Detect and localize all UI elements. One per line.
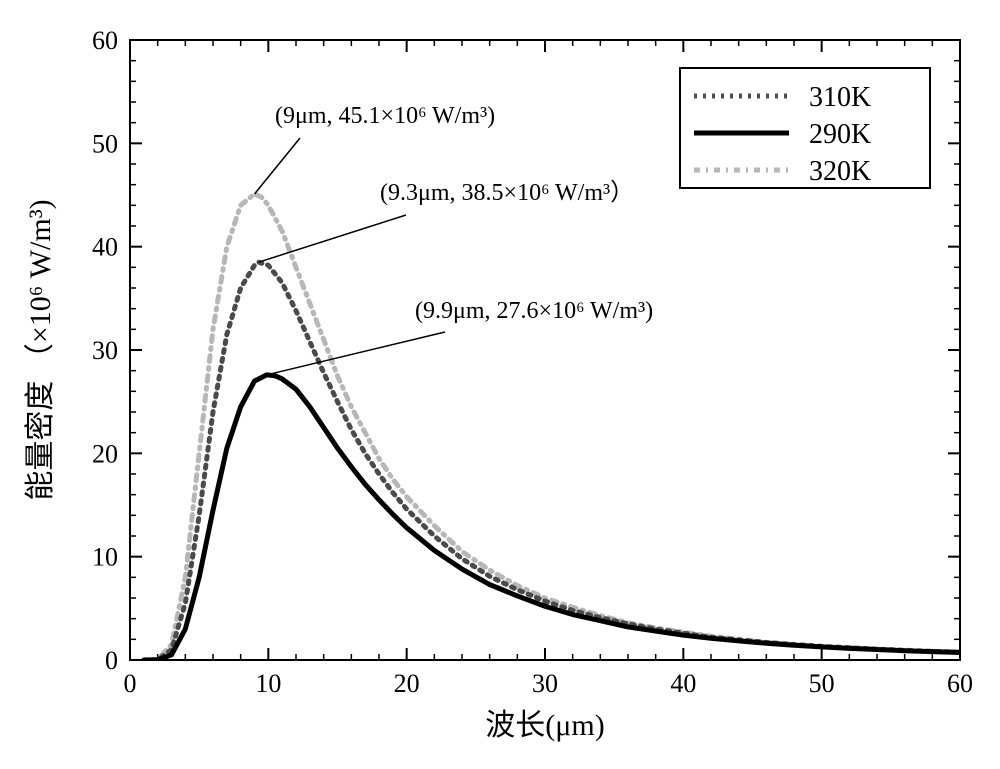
x-tick-label: 40 bbox=[670, 669, 696, 698]
x-tick-label: 10 bbox=[255, 669, 281, 698]
x-tick-label: 20 bbox=[394, 669, 420, 698]
x-tick-label: 0 bbox=[124, 669, 137, 698]
x-axis-label: 波长(μm) bbox=[485, 709, 604, 742]
x-tick-label: 50 bbox=[809, 669, 835, 698]
annotation-text-2: (9.9μm, 27.6×10⁶ W/m³) bbox=[415, 298, 653, 324]
legend-label-290K: 290K bbox=[809, 119, 871, 150]
y-tick-label: 40 bbox=[92, 233, 118, 262]
legend: 310K 290K 320K bbox=[680, 68, 930, 188]
chart-svg: 0 10 20 30 40 50 60 0 10 20 30 40 50 60 (9μm, 45.1×10⁶… bbox=[0, 0, 1000, 769]
blackbody-radiation-chart: 0 10 20 30 40 50 60 0 10 20 30 40 50 60 (9μm, 45.1×10⁶… bbox=[0, 0, 1000, 769]
y-tick-label: 20 bbox=[92, 439, 118, 468]
y-tick-label: 0 bbox=[105, 646, 118, 675]
legend-label-320K: 320K bbox=[809, 156, 871, 187]
y-tick-label: 30 bbox=[92, 336, 118, 365]
legend-label-310K: 310K bbox=[809, 82, 871, 113]
y-axis-label: 能量密度 （×10⁶ W/m³) bbox=[24, 199, 57, 500]
y-tick-label: 50 bbox=[92, 129, 118, 158]
annotation-text-1: (9.3μm, 38.5×10⁶ W/m³） bbox=[380, 180, 634, 206]
x-tick-label: 60 bbox=[947, 669, 973, 698]
y-tick-label: 10 bbox=[92, 543, 118, 572]
x-tick-label: 30 bbox=[532, 669, 558, 698]
y-tick-label: 60 bbox=[92, 26, 118, 55]
annotation-text-0: (9μm, 45.1×10⁶ W/m³) bbox=[275, 103, 495, 129]
